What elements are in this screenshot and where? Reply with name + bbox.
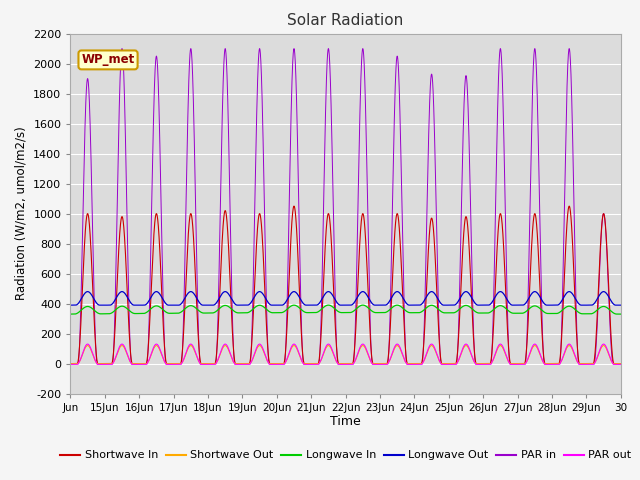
Shortwave In xyxy=(67,361,74,367)
X-axis label: Time: Time xyxy=(330,415,361,429)
Shortwave In xyxy=(524,331,531,337)
Longwave In xyxy=(180,306,188,312)
PAR in xyxy=(67,361,74,367)
Shortwave In xyxy=(180,312,188,317)
Shortwave Out xyxy=(366,357,374,363)
PAR out xyxy=(497,341,504,347)
Longwave In xyxy=(538,307,546,313)
Shortwave Out xyxy=(617,361,625,367)
PAR out xyxy=(524,357,531,362)
Line: Longwave In: Longwave In xyxy=(70,305,621,314)
PAR out xyxy=(67,361,74,367)
Longwave In xyxy=(366,307,374,312)
Shortwave Out xyxy=(67,361,74,367)
Longwave Out xyxy=(396,290,403,296)
Longwave In xyxy=(67,311,74,317)
Longwave Out xyxy=(497,289,504,295)
Longwave Out xyxy=(67,302,74,308)
PAR out xyxy=(538,356,546,362)
PAR out xyxy=(84,341,92,347)
Title: Solar Radiation: Solar Radiation xyxy=(287,13,404,28)
Shortwave Out xyxy=(396,345,403,351)
Longwave Out xyxy=(617,302,625,308)
Line: Longwave Out: Longwave Out xyxy=(70,292,621,305)
Shortwave In xyxy=(497,211,504,216)
Y-axis label: Radiation (W/m2, umol/m2/s): Radiation (W/m2, umol/m2/s) xyxy=(15,127,28,300)
Shortwave In xyxy=(617,361,625,367)
Line: PAR out: PAR out xyxy=(70,344,621,364)
Shortwave In xyxy=(366,328,374,334)
Shortwave Out xyxy=(84,343,92,348)
Longwave Out xyxy=(538,297,546,303)
Longwave In xyxy=(524,307,531,313)
PAR out xyxy=(396,344,403,349)
PAR out xyxy=(617,361,625,367)
PAR in xyxy=(366,315,374,321)
PAR out xyxy=(180,354,188,360)
Shortwave Out xyxy=(524,357,531,363)
PAR out xyxy=(366,357,374,362)
Text: WP_met: WP_met xyxy=(81,53,134,66)
Longwave In xyxy=(617,311,625,317)
PAR in xyxy=(497,46,504,52)
PAR in xyxy=(180,271,188,277)
Longwave In xyxy=(396,303,403,309)
PAR in xyxy=(118,46,126,51)
Longwave Out xyxy=(366,298,374,303)
Line: PAR in: PAR in xyxy=(70,48,621,364)
Shortwave In xyxy=(565,203,573,209)
Longwave Out xyxy=(180,296,188,301)
Shortwave In xyxy=(396,227,403,233)
Shortwave Out xyxy=(538,357,546,362)
Line: Shortwave In: Shortwave In xyxy=(70,206,621,364)
Line: Shortwave Out: Shortwave Out xyxy=(70,346,621,364)
Legend: Shortwave In, Shortwave Out, Longwave In, Longwave Out, PAR in, PAR out: Shortwave In, Shortwave Out, Longwave In… xyxy=(56,446,636,465)
Shortwave Out xyxy=(180,355,188,360)
PAR in xyxy=(617,361,625,367)
Shortwave In xyxy=(538,324,545,330)
Longwave In xyxy=(324,302,332,308)
PAR in xyxy=(538,307,546,313)
PAR in xyxy=(396,96,403,102)
PAR in xyxy=(524,313,531,319)
Shortwave Out xyxy=(497,343,504,348)
Longwave Out xyxy=(524,298,531,303)
Longwave In xyxy=(497,303,504,309)
Longwave Out xyxy=(84,289,92,295)
